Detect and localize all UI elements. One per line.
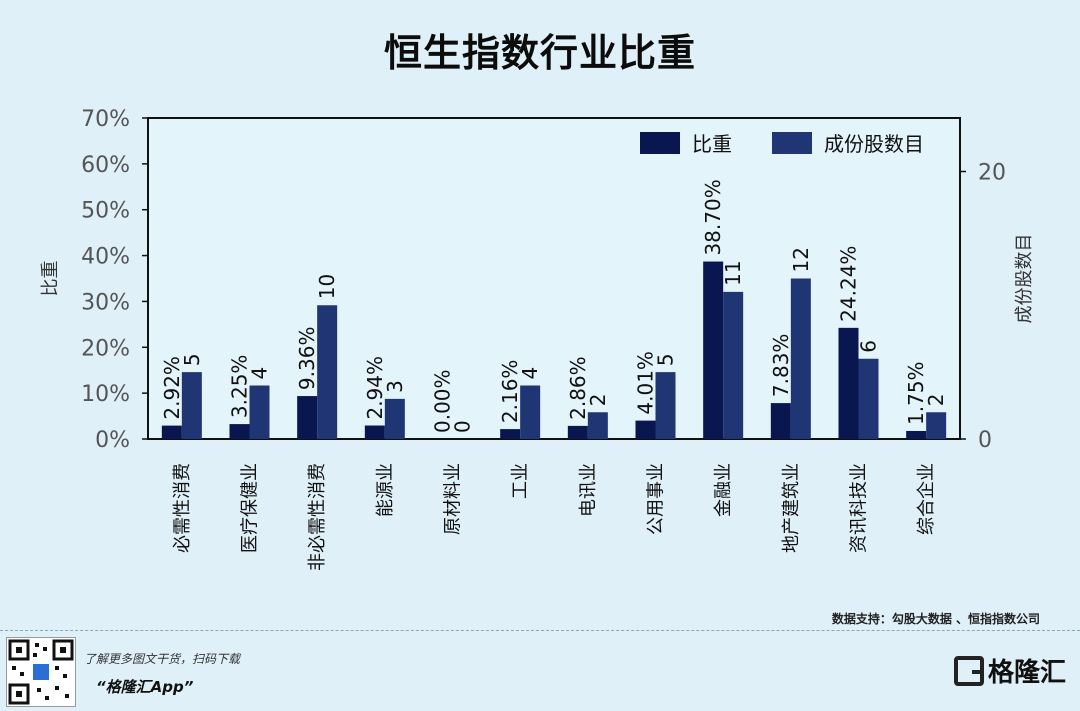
legend-label: 成份股数目 (824, 132, 924, 156)
brand-name: 格隆汇 (987, 658, 1066, 688)
x-category-label: 必需性消费 (172, 463, 193, 553)
bar-constituents (723, 291, 744, 439)
data-label-weight: 9.36% (295, 327, 319, 391)
y-right-tick-label: 20 (978, 161, 1006, 186)
bar-weight (906, 430, 927, 439)
brand-logo-icon (953, 655, 984, 686)
y-tick-label: 10% (81, 382, 130, 407)
legend-label: 比重 (692, 132, 732, 156)
plot-area (147, 117, 961, 440)
y-axis-title: 比重 (40, 261, 61, 297)
bar-constituents (520, 385, 541, 439)
x-category-label: 医疗保健业 (240, 463, 261, 553)
data-label-constituents: 3 (383, 380, 407, 393)
x-category-label: 资讯科技业 (849, 463, 870, 553)
qr-code[interactable] (6, 637, 76, 707)
bar-weight (838, 327, 859, 439)
data-label-weight: 1.75% (904, 361, 928, 425)
data-label-constituents: 5 (180, 353, 204, 366)
qr-code-icon (8, 639, 74, 705)
bar-weight (161, 425, 182, 439)
x-category-label: 电讯业 (578, 463, 599, 517)
data-label-constituents: 0 (451, 420, 475, 433)
bar-constituents (181, 372, 202, 439)
data-label-constituents: 2 (586, 394, 610, 407)
data-label-constituents: 11 (721, 260, 745, 285)
x-category-label: 综合企业 (916, 463, 937, 535)
x-category-label: 非必需性消费 (307, 463, 328, 571)
bar-weight (567, 425, 588, 439)
bar-constituents (926, 412, 947, 439)
bars (161, 261, 947, 439)
data-label-constituents: 5 (654, 353, 678, 366)
data-label-weight: 3.25% (228, 355, 252, 419)
x-category-label: 能源业 (375, 463, 396, 517)
bar-constituents (858, 358, 879, 439)
y-tick-label: 30% (81, 290, 130, 315)
brand-logo: 格隆汇 (953, 652, 1066, 689)
data-label-weight: 7.83% (769, 334, 793, 398)
bar-weight (297, 396, 318, 439)
x-category-label: 金融业 (713, 463, 734, 517)
bar-weight (635, 420, 656, 439)
bar-constituents (384, 398, 405, 439)
legend: 比重 成份股数目 (640, 132, 924, 156)
data-label-constituents: 6 (857, 340, 881, 353)
data-label-constituents: 10 (315, 274, 339, 299)
footer-divider (0, 630, 1080, 631)
data-label-weight: 2.94% (363, 356, 387, 420)
x-category-label: 原材料业 (443, 463, 464, 535)
data-label-constituents: 4 (248, 367, 272, 380)
data-labels: 2.92%5 3.25%4 9.36%102.94%3 0.00%02.16%4 2.8… (160, 179, 948, 433)
bar-constituents (317, 305, 338, 439)
data-label-weight: 2.16% (498, 360, 522, 424)
data-label-constituents: 2 (924, 394, 948, 407)
y-tick-label: 50% (81, 199, 130, 224)
chart-title: 恒生指数行业比重 (383, 31, 696, 75)
data-label-weight: 2.92% (160, 356, 184, 420)
footer-promo-text: 了解更多图文干货，扫码下载 (84, 652, 241, 666)
bar-constituents (587, 412, 608, 439)
data-label-weight: 2.86% (566, 356, 590, 420)
bar-constituents (655, 372, 676, 439)
data-source: 数据支持：勾股大数据 、恒指指数公司 (831, 612, 1040, 626)
footer-app-name: “格隆汇App” (96, 678, 194, 696)
bar-weight (703, 261, 724, 439)
y-right-tick-label: 0 (978, 428, 992, 453)
x-category-label: 公用事业 (646, 463, 667, 535)
y-tick-label: 70% (81, 107, 130, 132)
bar-constituents (249, 385, 270, 439)
data-label-weight: 38.70% (701, 179, 725, 255)
bar-weight (364, 425, 385, 439)
bar-constituents (790, 278, 811, 439)
legend-swatch (772, 132, 812, 154)
data-label-weight: 4.01% (634, 351, 658, 415)
bar-weight (229, 424, 250, 439)
y-tick-label: 0% (95, 428, 130, 453)
bar-weight (770, 403, 791, 439)
x-category-label: 地产建筑业 (781, 463, 802, 553)
y-tick-label: 60% (81, 153, 130, 178)
data-label-weight: 24.24% (837, 246, 861, 322)
y-tick-label: 40% (81, 245, 130, 270)
x-category-label: 工业 (510, 463, 531, 499)
y-right-axis-title: 成份股数目 (1014, 234, 1035, 324)
y-tick-label: 20% (81, 336, 130, 361)
bar-weight (500, 429, 521, 439)
legend-swatch (640, 132, 680, 154)
data-label-constituents: 12 (789, 247, 813, 272)
plot-frame (147, 117, 961, 440)
data-label-weight: 0.00% (431, 369, 455, 433)
data-label-constituents: 4 (518, 367, 542, 380)
